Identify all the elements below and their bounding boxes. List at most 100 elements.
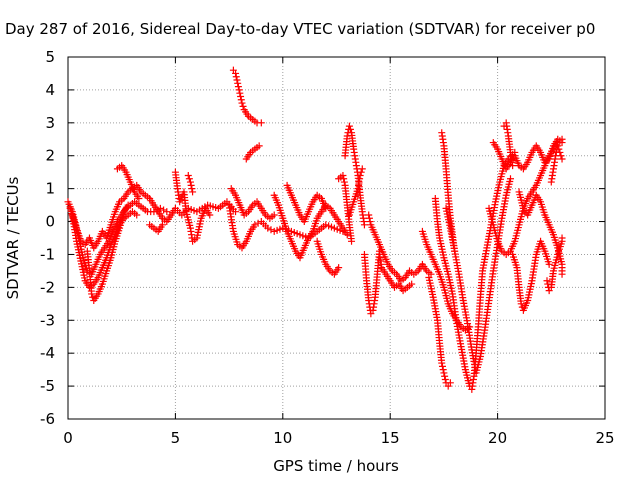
data-point — [408, 280, 416, 288]
y-tick-label: -4 — [40, 344, 55, 362]
data-point — [440, 369, 448, 377]
y-tick-label: -3 — [40, 311, 55, 329]
data-point — [124, 201, 132, 209]
data-series — [229, 66, 265, 127]
data-point — [558, 234, 566, 242]
x-tick-label: 10 — [273, 429, 292, 447]
data-point — [509, 162, 517, 170]
data-point-fill — [267, 226, 275, 234]
data-series — [442, 175, 514, 377]
data-point-fill — [232, 73, 240, 81]
data-series — [515, 188, 566, 278]
data-point — [88, 290, 96, 298]
y-tick-label: 1 — [45, 180, 55, 198]
data-point — [270, 211, 278, 219]
y-tick-label: -1 — [40, 245, 55, 263]
data-point — [345, 122, 353, 130]
data-series — [242, 142, 263, 163]
data-point-fill — [366, 218, 374, 226]
data-point — [159, 221, 167, 229]
data-series — [375, 250, 416, 295]
data-series — [543, 234, 566, 295]
data-point — [517, 300, 525, 308]
chart-title: Day 287 of 2016, Sidereal Day-to-day VTE… — [5, 20, 595, 38]
data-point — [556, 148, 564, 156]
data-series — [64, 181, 240, 252]
data-point — [133, 211, 141, 219]
data-point — [206, 211, 214, 219]
data-series — [360, 247, 383, 318]
data-point-fill — [365, 214, 373, 222]
data-point-fill — [438, 362, 446, 370]
x-tick-label: 0 — [63, 429, 73, 447]
data-point-fill — [557, 152, 565, 160]
data-series — [365, 211, 435, 285]
y-tick-label: 4 — [45, 81, 55, 99]
data-point-fill — [233, 76, 241, 84]
data-point — [163, 208, 171, 216]
data-series — [146, 221, 167, 235]
data-point — [234, 79, 242, 87]
data-points — [64, 66, 566, 393]
y-axis-label: SDTVAR / TECUs — [4, 176, 22, 299]
data-point-fill — [340, 178, 348, 186]
plot-grid — [68, 57, 605, 419]
data-point-fill — [239, 102, 247, 110]
y-tick-label: 2 — [45, 147, 55, 165]
data-series — [345, 165, 366, 219]
data-point — [558, 139, 566, 147]
y-tick-label: 3 — [45, 114, 55, 132]
data-point — [506, 175, 514, 183]
data-point — [232, 208, 240, 216]
data-series — [184, 171, 197, 196]
y-tick-label: -6 — [40, 410, 55, 428]
data-point-fill — [346, 125, 354, 133]
data-point-fill — [235, 86, 243, 94]
data-point — [189, 188, 197, 196]
data-series — [509, 237, 553, 314]
data-series — [547, 142, 566, 186]
data-point — [365, 211, 373, 219]
data-series — [431, 148, 519, 393]
data-series — [83, 201, 132, 305]
data-point — [238, 99, 246, 107]
y-tick-label: 0 — [45, 213, 55, 231]
data-point-fill — [441, 372, 449, 380]
data-point — [554, 142, 562, 150]
y-tick-label: -5 — [40, 377, 55, 395]
data-series — [500, 119, 517, 170]
data-point — [186, 178, 194, 186]
data-series — [113, 162, 143, 203]
x-tick-label: 5 — [171, 429, 181, 447]
data-point-fill — [555, 145, 563, 153]
data-point-fill — [160, 206, 168, 214]
data-point-fill — [439, 366, 447, 374]
data-point — [545, 260, 553, 268]
data-point — [335, 264, 343, 272]
data-point — [255, 142, 263, 150]
data-point-fill — [188, 185, 196, 193]
data-point — [257, 119, 265, 127]
data-point — [150, 208, 158, 216]
data-point-fill — [234, 83, 242, 91]
data-point — [348, 237, 356, 245]
x-tick-label: 15 — [381, 429, 400, 447]
data-point — [264, 224, 272, 232]
data-series — [335, 171, 356, 245]
data-series — [227, 185, 278, 222]
data-point — [184, 171, 192, 179]
y-tick-label: 5 — [45, 48, 55, 66]
data-point — [236, 89, 244, 97]
data-point-fill — [237, 96, 245, 104]
data-series — [313, 237, 343, 278]
data-point — [360, 221, 368, 229]
axis-ticks — [67, 56, 606, 420]
data-point-fill — [357, 168, 365, 176]
x-tick-label: 25 — [595, 429, 614, 447]
data-point — [438, 359, 446, 367]
data-point-fill — [187, 181, 195, 189]
data-series — [489, 135, 566, 173]
data-point — [322, 204, 330, 212]
x-axis-label: GPS time / hours — [273, 457, 399, 475]
